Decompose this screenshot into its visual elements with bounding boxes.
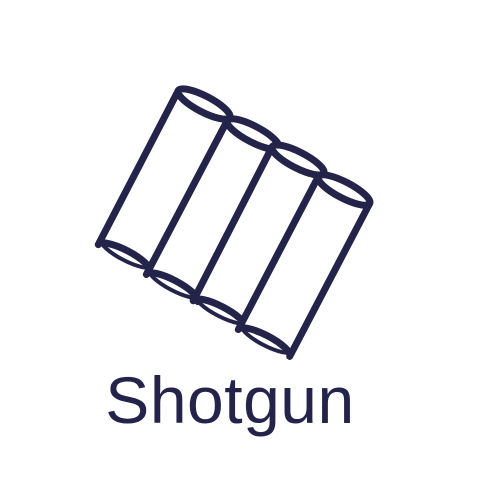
shell-rim-4: [238, 322, 295, 355]
shell-top-4: [314, 171, 374, 209]
weapon-label: Shotgun: [105, 363, 355, 437]
